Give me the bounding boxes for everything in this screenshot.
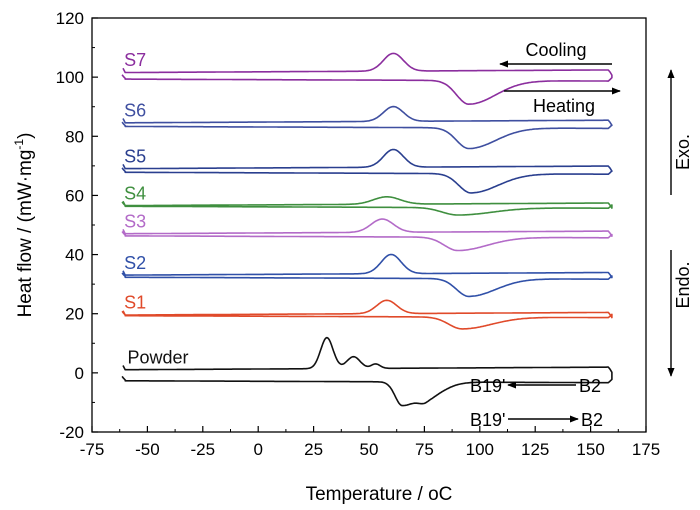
y-axis-label-text: Heat flow / (mW·mg xyxy=(15,150,36,318)
endo-label: Endo. xyxy=(673,261,693,308)
series-label-s5: S5 xyxy=(124,146,146,166)
x-axis-label-text: Temperature / xyxy=(306,484,429,505)
x-tick-label: 75 xyxy=(415,440,434,459)
heating-label: Heating xyxy=(533,96,595,116)
y-tick-label: 20 xyxy=(65,305,84,324)
b19-label-top: B19' xyxy=(470,376,505,396)
series-line-s6 xyxy=(121,105,613,150)
x-tick-label: 50 xyxy=(360,440,379,459)
series-label-powder: Powder xyxy=(127,347,188,367)
y-tick-label: 0 xyxy=(75,364,84,383)
annotation-layer: Cooling Heating B19' B2 B19' B2 Exo. Endo. xyxy=(470,40,693,430)
x-tick-label: 0 xyxy=(253,440,262,459)
x-tick-label: 100 xyxy=(466,440,494,459)
b2-label-bottom: B2 xyxy=(581,410,603,430)
y-axis-label-close: ) xyxy=(15,133,36,139)
series-label-s2: S2 xyxy=(124,253,146,273)
b19-label-bottom: B19' xyxy=(470,410,505,430)
x-tick-label: -50 xyxy=(135,440,160,459)
x-axis-label-unit: oC xyxy=(428,484,452,505)
series-label-s4: S4 xyxy=(124,183,146,203)
x-tick-label: 125 xyxy=(521,440,549,459)
series-line-s7 xyxy=(121,52,613,105)
cooling-label: Cooling xyxy=(525,40,586,60)
series-line-powder xyxy=(121,336,613,407)
x-axis-label: Temperature / oC xyxy=(306,484,453,505)
y-axis-label-sup: -1 xyxy=(12,139,26,150)
series-label-s7: S7 xyxy=(124,50,146,70)
y-tick-label: 40 xyxy=(65,246,84,265)
series-label-s1: S1 xyxy=(124,293,146,313)
b2-label-top: B2 xyxy=(579,376,601,396)
y-tick-label: 60 xyxy=(65,186,84,205)
axis-layer: -75 -50 -25 0 25 50 75 100 125 150 175 -20 0 20 40 60 80… xyxy=(12,9,660,505)
series-line-s2 xyxy=(121,253,613,298)
y-axis-label: Heat flow / (mW·mg-1) xyxy=(12,133,36,318)
series-layer: S7 S6 S5 S4 S3 S2 S1 Powder xyxy=(121,50,613,407)
series-line-s1 xyxy=(121,299,613,330)
x-tick-label: 25 xyxy=(304,440,323,459)
x-tick-label: -75 xyxy=(80,440,105,459)
x-tick-label: 175 xyxy=(632,440,660,459)
x-tick-label: 150 xyxy=(576,440,604,459)
exo-label: Exo. xyxy=(673,134,693,170)
y-tick-label: 100 xyxy=(56,68,84,87)
series-label-s3: S3 xyxy=(124,211,146,231)
series-line-s5 xyxy=(121,148,613,194)
series-line-s3 xyxy=(121,218,613,252)
x-tick-label: -25 xyxy=(191,440,216,459)
y-tick-label: 120 xyxy=(56,9,84,28)
y-tick-label: 80 xyxy=(65,127,84,146)
series-line-s4 xyxy=(121,196,613,216)
y-tick-label: -20 xyxy=(59,423,84,442)
series-label-s6: S6 xyxy=(124,101,146,121)
